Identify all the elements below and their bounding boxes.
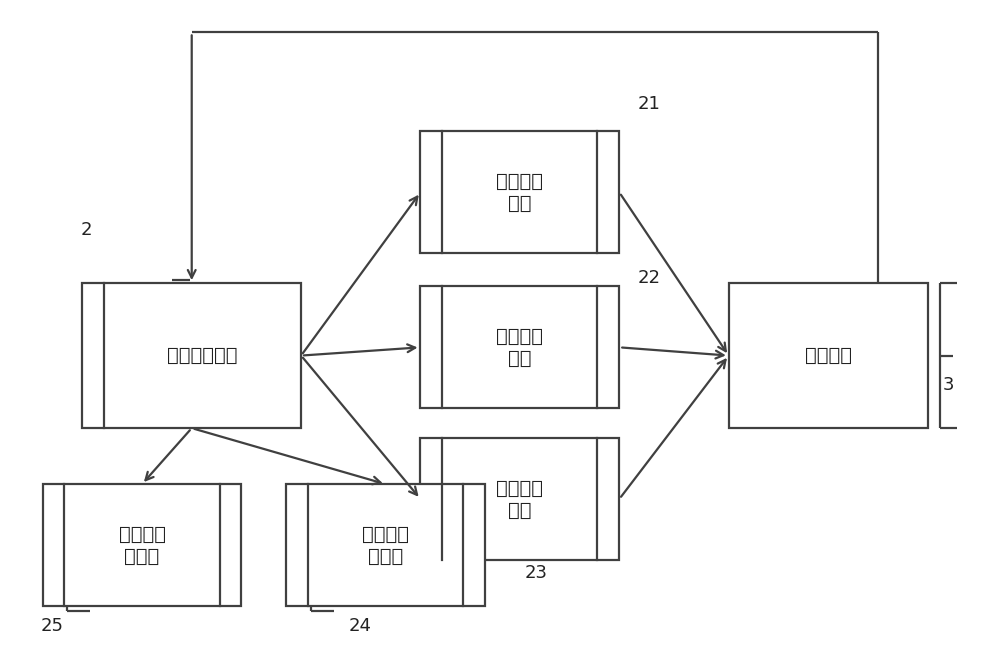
- Text: 25: 25: [41, 617, 64, 635]
- Bar: [729, 283, 928, 428]
- Text: 传感模块: 传感模块: [805, 346, 852, 365]
- Text: 支腿控制
程序: 支腿控制 程序: [496, 327, 543, 368]
- Text: 21: 21: [637, 94, 660, 112]
- Bar: [420, 438, 619, 560]
- Text: 23: 23: [525, 564, 548, 582]
- Text: 车辆控制模块: 车辆控制模块: [167, 346, 238, 365]
- Text: 锁钩控制
程序: 锁钩控制 程序: [496, 479, 543, 519]
- Text: 2: 2: [80, 221, 92, 239]
- Bar: [420, 287, 619, 408]
- Bar: [82, 283, 301, 428]
- Text: 转向控制
程序: 转向控制 程序: [496, 172, 543, 213]
- Text: 发动机控
制程序: 发动机控 制程序: [119, 525, 166, 566]
- Bar: [286, 484, 485, 606]
- Text: 变速箱控
制程序: 变速箱控 制程序: [362, 525, 409, 566]
- Bar: [43, 484, 241, 606]
- Text: 22: 22: [637, 269, 660, 287]
- Bar: [420, 132, 619, 253]
- Text: 24: 24: [349, 617, 372, 635]
- Text: 3: 3: [943, 376, 954, 394]
